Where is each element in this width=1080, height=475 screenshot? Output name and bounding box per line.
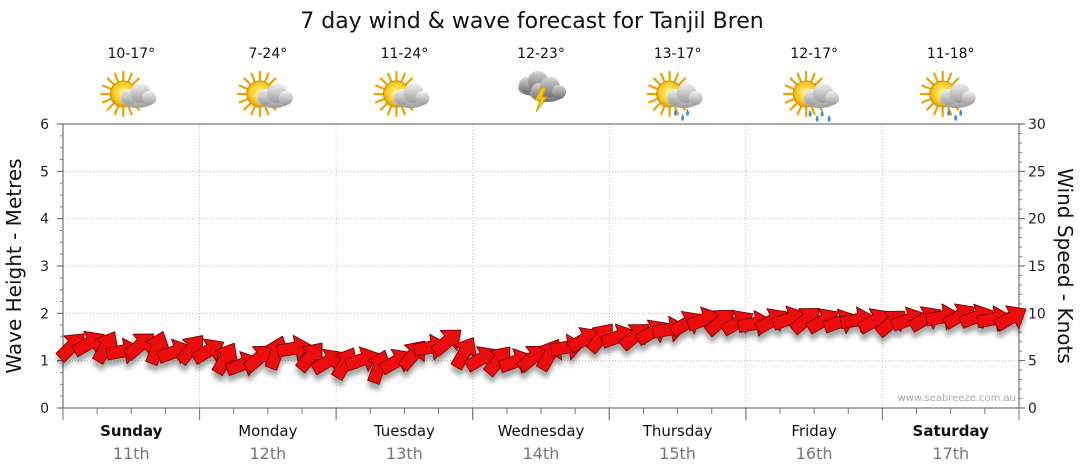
day-name: Wednesday [498,422,585,440]
left-tick-label: 4 [40,212,49,228]
day-name: Friday [791,422,837,440]
wind-arrow [295,342,323,374]
right-tick-label: 25 [1028,164,1046,180]
left-tick-label: 1 [40,354,49,370]
wind-arrow [450,337,477,371]
day-temperature: 12-23° [517,46,565,62]
day-labels: Sunday 11th Monday 12th Tuesday 13th Wednesday… [62,408,1020,463]
day-temperature: 11-24° [381,46,429,62]
day-date: 14th [523,444,560,463]
showers-icon [646,70,703,121]
wind-arrow [92,331,119,365]
right-tick-label: 10 [1028,306,1046,322]
day-temperature: 11-18° [927,46,975,62]
left-axis-title: Wave Height - Metres [2,158,26,373]
wind-arrow [276,334,312,362]
left-axis: 0 1 2 3 4 5 6 [40,117,63,417]
right-tick-label: 20 [1028,212,1046,228]
wind-arrow [175,335,204,366]
weather-header: 10-17° 7-24° 11-24° 12-23° 13-17° 12-17° 11-18… [100,46,976,122]
right-axis: 0 5 10 15 20 25 30 [1019,117,1046,417]
grid [63,124,1019,408]
showers-icon [919,70,976,121]
left-tick-label: 6 [40,117,49,133]
wind-arrow [993,305,1027,332]
credit-text: www.seabreeze.com.au [898,393,1016,404]
rain-icon [783,70,840,122]
day-date: 16th [796,444,833,463]
partly-cloudy-icon [100,70,157,118]
day-date: 11th [113,444,150,463]
left-tick-label: 3 [40,259,49,275]
left-tick-label: 5 [40,164,49,180]
left-tick-label: 2 [40,306,49,322]
day-date: 13th [386,444,423,463]
day-temperature: 10-17° [107,46,155,62]
right-tick-label: 0 [1028,401,1037,417]
day-temperature: 13-17° [654,46,702,62]
thunderstorm-icon [518,71,566,113]
day-temperature: 12-17° [790,46,838,62]
day-name: Monday [238,422,297,440]
right-axis-title: Wind Speed - Knots [1053,168,1077,364]
day-name: Sunday [100,422,163,440]
right-tick-label: 30 [1028,117,1046,133]
day-name: Thursday [642,422,713,440]
day-date: 17th [932,444,969,463]
partly-cloudy-icon [236,70,293,118]
chart-title: 7 day wind & wave forecast for Tanjil Br… [300,9,764,34]
day-temperature: 7-24° [248,46,287,62]
right-tick-label: 15 [1028,259,1046,275]
right-tick-label: 5 [1028,354,1037,370]
day-name: Tuesday [373,422,435,440]
wind-arrows [55,303,1027,385]
day-date: 12th [249,444,286,463]
wind-arrow [211,342,238,377]
day-date: 15th [659,444,696,463]
wind-arrow [430,329,462,358]
partly-cloudy-icon [373,70,430,118]
day-name: Saturday [913,422,990,440]
left-tick-label: 0 [40,401,49,417]
wind-arrow [144,331,171,366]
